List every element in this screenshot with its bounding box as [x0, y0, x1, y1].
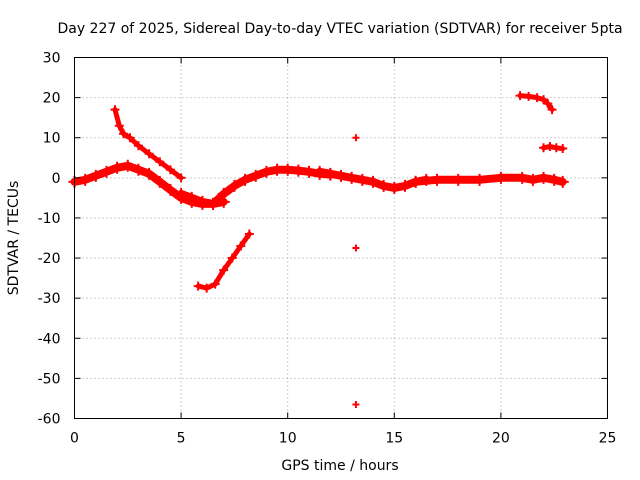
data-point: [207, 197, 220, 210]
data-point: [524, 91, 534, 101]
data-point: [558, 144, 568, 154]
data-point: [303, 165, 316, 178]
data-point: [532, 93, 542, 103]
data-point: [473, 173, 486, 186]
data-point: [313, 165, 326, 178]
data-point: [175, 187, 188, 200]
data-point: [356, 173, 369, 186]
data-point: [494, 171, 507, 184]
y-tick-label: -10: [38, 211, 61, 227]
data-point: [249, 169, 262, 182]
series-isolated-points: [352, 134, 360, 408]
data-point: [176, 173, 186, 183]
data-point: [345, 171, 358, 184]
axis-ticks: 0 5 10 15 20 25 30 20 10 0 -10 -20 -30 -40 -50 -60: [38, 51, 617, 447]
plot-frame: [74, 57, 608, 419]
data-point: [79, 173, 92, 186]
data-point: [155, 157, 165, 167]
data-point: [164, 183, 177, 196]
data-point: [228, 179, 241, 192]
y-tick-label: 30: [43, 51, 61, 67]
data-point: [324, 167, 337, 180]
data-point: [388, 181, 401, 194]
y-tick-label: 10: [43, 131, 61, 147]
series-layer: [68, 91, 569, 408]
series-arc-high-21-22: [515, 91, 557, 115]
data-point: [193, 281, 203, 291]
data-point: [543, 99, 553, 109]
x-axis-label: GPS time / hours: [281, 458, 398, 474]
data-point: [185, 191, 198, 204]
data-point: [537, 171, 550, 184]
y-axis-label: SDTVAR / TECUs: [6, 181, 22, 296]
data-point: [100, 165, 113, 178]
data-point: [352, 134, 360, 142]
y-tick-label: 20: [43, 91, 61, 107]
data-point: [202, 283, 212, 293]
data-point: [515, 91, 525, 101]
x-tick-label: 20: [492, 431, 510, 447]
data-point: [143, 167, 156, 180]
x-tick-label: 5: [177, 431, 186, 447]
data-point: [239, 173, 252, 186]
data-point: [114, 121, 124, 131]
data-point: [227, 253, 237, 263]
data-point: [547, 105, 557, 115]
data-point: [430, 173, 443, 186]
data-point: [271, 163, 284, 176]
data-point: [539, 95, 549, 105]
x-tick-label: 0: [70, 431, 79, 447]
data-point: [548, 173, 561, 186]
series-arc-late-16-23: [409, 171, 569, 188]
data-point: [89, 169, 102, 182]
y-tick-label: -20: [38, 251, 61, 267]
data-point: [219, 265, 229, 275]
y-tick-label: -30: [38, 291, 61, 307]
y-tick-label: 0: [52, 171, 61, 187]
data-point: [526, 173, 539, 186]
chart-title: Day 227 of 2025, Sidereal Day-to-day VTE…: [57, 21, 622, 37]
x-tick-label: 25: [599, 431, 617, 447]
data-point: [144, 149, 154, 159]
data-point: [110, 105, 120, 115]
data-point: [545, 142, 555, 152]
x-tick-label: 10: [279, 431, 297, 447]
series-arc-desc-2-5: [110, 105, 186, 183]
data-point: [398, 179, 411, 192]
data-point: [133, 141, 143, 151]
data-point: [196, 195, 209, 208]
data-point: [335, 169, 347, 182]
data-point: [111, 161, 124, 174]
series-arc-low-6-8: [193, 229, 254, 293]
data-point: [260, 165, 273, 178]
data-point: [452, 173, 465, 186]
data-point: [409, 175, 422, 188]
data-point: [165, 165, 175, 175]
y-tick-label: -50: [38, 371, 61, 387]
x-tick-label: 15: [385, 431, 403, 447]
y-tick-label: -40: [38, 331, 61, 347]
data-point: [236, 241, 246, 251]
data-point: [377, 179, 390, 192]
data-point: [121, 159, 134, 172]
data-point: [210, 279, 220, 289]
data-point: [125, 133, 135, 143]
data-point: [366, 175, 379, 188]
data-point: [292, 164, 305, 177]
data-point: [281, 163, 294, 176]
series-arc-short-22: [539, 142, 568, 154]
data-point: [217, 187, 230, 200]
data-point: [119, 129, 129, 139]
data-point: [244, 229, 254, 239]
data-point: [556, 175, 569, 188]
y-tick-label: -60: [38, 412, 61, 428]
data-point: [153, 175, 166, 188]
data-point: [132, 163, 145, 176]
data-point: [539, 143, 549, 153]
data-point: [516, 171, 529, 184]
data-point: [352, 400, 360, 408]
data-point: [352, 244, 360, 252]
